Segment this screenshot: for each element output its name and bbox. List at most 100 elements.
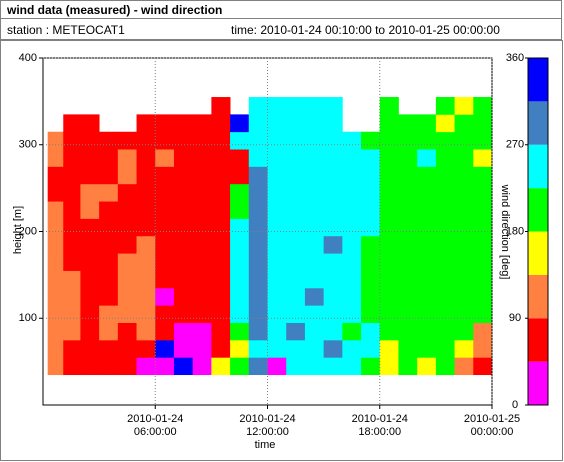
- cell: [192, 287, 212, 306]
- cell: [473, 131, 493, 150]
- cell: [323, 166, 343, 185]
- cell: [117, 166, 137, 185]
- cell: [473, 218, 493, 237]
- cell: [136, 270, 156, 289]
- cell: [155, 305, 175, 323]
- cell: [454, 97, 474, 115]
- cell: [248, 149, 268, 167]
- cell: [117, 287, 137, 306]
- cell: [192, 131, 212, 150]
- cell: [99, 357, 119, 376]
- cell: [267, 201, 287, 219]
- cell: [248, 166, 268, 185]
- cell: [267, 305, 287, 323]
- cell: [435, 270, 455, 289]
- cell: [267, 97, 287, 115]
- cell: [63, 235, 81, 254]
- cell: [211, 149, 231, 167]
- cell: [63, 287, 81, 306]
- cell: [417, 270, 437, 289]
- cell: [99, 235, 119, 254]
- cell: [136, 201, 156, 219]
- cell: [323, 114, 343, 133]
- cell: [323, 287, 343, 306]
- cell: [248, 183, 268, 202]
- cell: [192, 235, 212, 254]
- cell: [99, 201, 119, 219]
- cell: [323, 253, 343, 271]
- cell: [286, 114, 306, 133]
- cell: [398, 201, 418, 219]
- cell: [230, 201, 250, 219]
- cell: [99, 253, 119, 271]
- cell: [361, 270, 381, 289]
- cell: [136, 235, 156, 254]
- cell: [435, 322, 455, 341]
- cell: [155, 253, 175, 271]
- cell: [211, 322, 231, 341]
- cell: [473, 183, 493, 202]
- cell: [323, 235, 343, 254]
- cell: [173, 322, 194, 341]
- cell: [361, 183, 381, 202]
- cell: [136, 357, 156, 376]
- cell: [342, 201, 362, 219]
- cell: [379, 253, 399, 271]
- cell: [267, 131, 287, 150]
- cell: [454, 218, 474, 237]
- cell: [211, 235, 231, 254]
- cell: [267, 218, 287, 237]
- cell: [435, 201, 455, 219]
- cell: [435, 357, 455, 376]
- cell: [286, 253, 306, 271]
- cell: [230, 131, 250, 150]
- cell: [417, 201, 437, 219]
- cell: [99, 339, 119, 358]
- cell: [361, 253, 381, 271]
- cell: [155, 357, 175, 376]
- colorbar-tick-label: 270: [506, 139, 524, 151]
- cell: [192, 339, 212, 358]
- cell: [80, 287, 100, 306]
- cell: [379, 166, 399, 185]
- cell: [417, 287, 437, 306]
- cell: [99, 305, 119, 323]
- cell: [323, 149, 343, 167]
- cell: [211, 305, 231, 323]
- cell: [323, 97, 343, 115]
- cell: [286, 201, 306, 219]
- cell: [248, 305, 268, 323]
- cell: [80, 114, 100, 133]
- cell: [248, 253, 268, 271]
- cell: [211, 201, 231, 219]
- colorbar-segment: [528, 188, 548, 232]
- cell: [417, 357, 437, 376]
- colorbar-segment: [528, 274, 548, 319]
- cell: [342, 235, 362, 254]
- cell: [473, 253, 493, 271]
- cell: [435, 97, 455, 115]
- cell: [192, 270, 212, 289]
- cell: [230, 339, 250, 358]
- cell: [155, 149, 175, 167]
- cell: [435, 149, 455, 167]
- cell: [286, 97, 306, 115]
- cell: [192, 183, 212, 202]
- cell: [417, 253, 437, 271]
- cell: [435, 218, 455, 237]
- cell: [117, 357, 137, 376]
- cell: [304, 97, 325, 115]
- cell: [192, 253, 212, 271]
- cell: [267, 339, 287, 358]
- cell: [304, 270, 325, 289]
- colorbar-tick-label: 360: [506, 52, 524, 64]
- cell: [267, 357, 287, 376]
- cell: [342, 131, 362, 150]
- cell: [435, 114, 455, 133]
- cell: [99, 183, 119, 202]
- station: station : METEOCAT1: [7, 23, 125, 37]
- cell: [323, 201, 343, 219]
- cell: [173, 339, 194, 358]
- cell: [63, 131, 81, 150]
- cell: [117, 183, 137, 202]
